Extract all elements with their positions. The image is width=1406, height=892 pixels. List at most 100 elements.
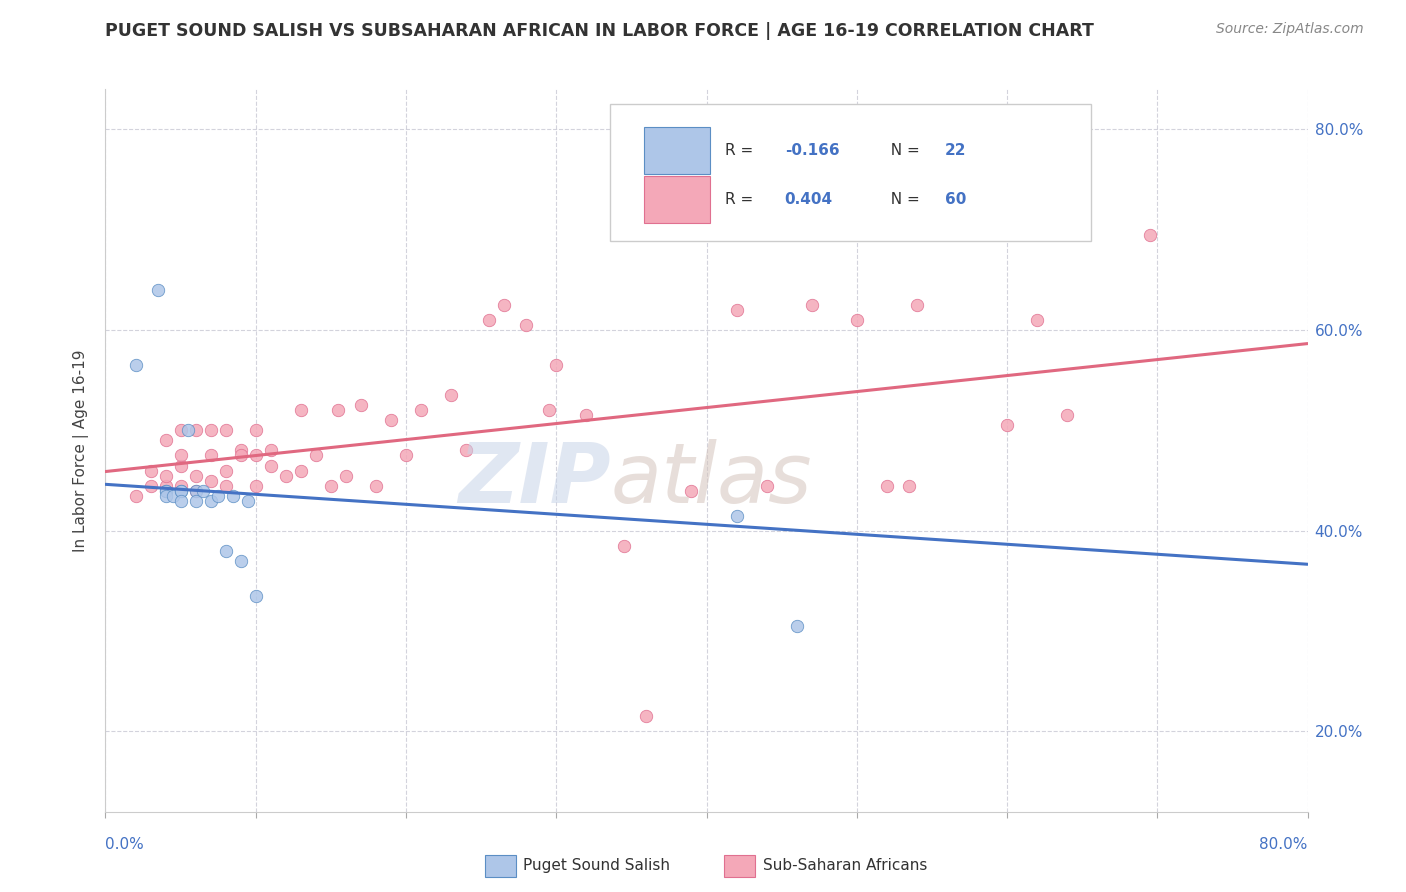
Point bbox=[290, 403, 312, 417]
Point bbox=[636, 709, 658, 723]
Point bbox=[184, 493, 207, 508]
Point bbox=[155, 434, 177, 448]
Point bbox=[169, 483, 191, 498]
Point bbox=[214, 424, 236, 438]
Point bbox=[319, 478, 342, 492]
Point bbox=[613, 539, 636, 553]
Text: 60: 60 bbox=[945, 192, 966, 207]
Point bbox=[335, 468, 357, 483]
Point bbox=[184, 483, 207, 498]
Point bbox=[229, 443, 252, 458]
Point bbox=[350, 398, 373, 412]
Point bbox=[328, 403, 350, 417]
Point bbox=[380, 413, 402, 427]
Point bbox=[245, 449, 267, 463]
Point bbox=[245, 478, 267, 492]
Point bbox=[245, 589, 267, 603]
Point bbox=[169, 424, 191, 438]
Text: -0.166: -0.166 bbox=[785, 143, 839, 158]
Point bbox=[1056, 409, 1078, 423]
Point bbox=[492, 298, 515, 312]
Point bbox=[274, 468, 297, 483]
Point bbox=[169, 478, 191, 492]
Point bbox=[260, 443, 283, 458]
Point bbox=[995, 418, 1018, 433]
Point bbox=[238, 493, 260, 508]
Point bbox=[898, 478, 921, 492]
Point bbox=[409, 403, 432, 417]
Text: atlas: atlas bbox=[610, 439, 813, 520]
Point bbox=[905, 298, 928, 312]
Point bbox=[139, 464, 162, 478]
Point bbox=[169, 458, 191, 473]
Point bbox=[440, 388, 463, 402]
Point bbox=[681, 483, 703, 498]
Point bbox=[200, 474, 222, 488]
Point bbox=[454, 443, 477, 458]
Point bbox=[725, 508, 748, 523]
FancyBboxPatch shape bbox=[610, 103, 1091, 241]
Point bbox=[191, 483, 214, 498]
Point bbox=[155, 468, 177, 483]
Point bbox=[290, 464, 312, 478]
Point bbox=[200, 424, 222, 438]
Point bbox=[146, 283, 169, 297]
Text: N =: N = bbox=[880, 192, 925, 207]
Point bbox=[575, 409, 598, 423]
Point bbox=[155, 483, 177, 498]
Point bbox=[200, 449, 222, 463]
Point bbox=[214, 478, 236, 492]
Text: ZIP: ZIP bbox=[458, 439, 610, 520]
Point bbox=[364, 478, 387, 492]
Point bbox=[184, 424, 207, 438]
FancyBboxPatch shape bbox=[644, 128, 710, 175]
Point bbox=[229, 449, 252, 463]
Point bbox=[305, 449, 328, 463]
Text: Puget Sound Salish: Puget Sound Salish bbox=[523, 858, 671, 872]
Point bbox=[876, 478, 898, 492]
Point bbox=[200, 493, 222, 508]
Point bbox=[395, 449, 418, 463]
Point bbox=[755, 478, 778, 492]
Point bbox=[845, 313, 868, 327]
Point bbox=[139, 478, 162, 492]
Text: R =: R = bbox=[724, 143, 758, 158]
Point bbox=[222, 489, 245, 503]
Point bbox=[537, 403, 560, 417]
Text: 0.404: 0.404 bbox=[785, 192, 832, 207]
Point bbox=[124, 489, 146, 503]
Point bbox=[515, 318, 537, 332]
Point bbox=[1139, 227, 1161, 242]
Text: 22: 22 bbox=[945, 143, 966, 158]
Point bbox=[155, 489, 177, 503]
Point bbox=[546, 358, 568, 372]
Point bbox=[177, 424, 200, 438]
Point bbox=[214, 543, 236, 558]
Text: R =: R = bbox=[724, 192, 758, 207]
Point bbox=[260, 458, 283, 473]
Point bbox=[184, 468, 207, 483]
Point bbox=[169, 493, 191, 508]
Point bbox=[214, 464, 236, 478]
Point bbox=[184, 483, 207, 498]
Point bbox=[1026, 313, 1049, 327]
Y-axis label: In Labor Force | Age 16-19: In Labor Force | Age 16-19 bbox=[73, 349, 90, 552]
Point bbox=[786, 619, 808, 633]
Point bbox=[207, 489, 229, 503]
Point bbox=[725, 302, 748, 317]
Point bbox=[800, 298, 823, 312]
Point bbox=[478, 313, 501, 327]
Text: N =: N = bbox=[880, 143, 925, 158]
FancyBboxPatch shape bbox=[644, 176, 710, 223]
Text: Source: ZipAtlas.com: Source: ZipAtlas.com bbox=[1216, 22, 1364, 37]
Text: 80.0%: 80.0% bbox=[1260, 837, 1308, 852]
Text: Sub-Saharan Africans: Sub-Saharan Africans bbox=[763, 858, 928, 872]
Point bbox=[162, 489, 184, 503]
Point bbox=[245, 424, 267, 438]
Point bbox=[169, 449, 191, 463]
Point bbox=[169, 483, 191, 498]
Text: 0.0%: 0.0% bbox=[105, 837, 145, 852]
Point bbox=[124, 358, 146, 372]
Text: PUGET SOUND SALISH VS SUBSAHARAN AFRICAN IN LABOR FORCE | AGE 16-19 CORRELATION : PUGET SOUND SALISH VS SUBSAHARAN AFRICAN… bbox=[105, 22, 1094, 40]
Point bbox=[229, 554, 252, 568]
